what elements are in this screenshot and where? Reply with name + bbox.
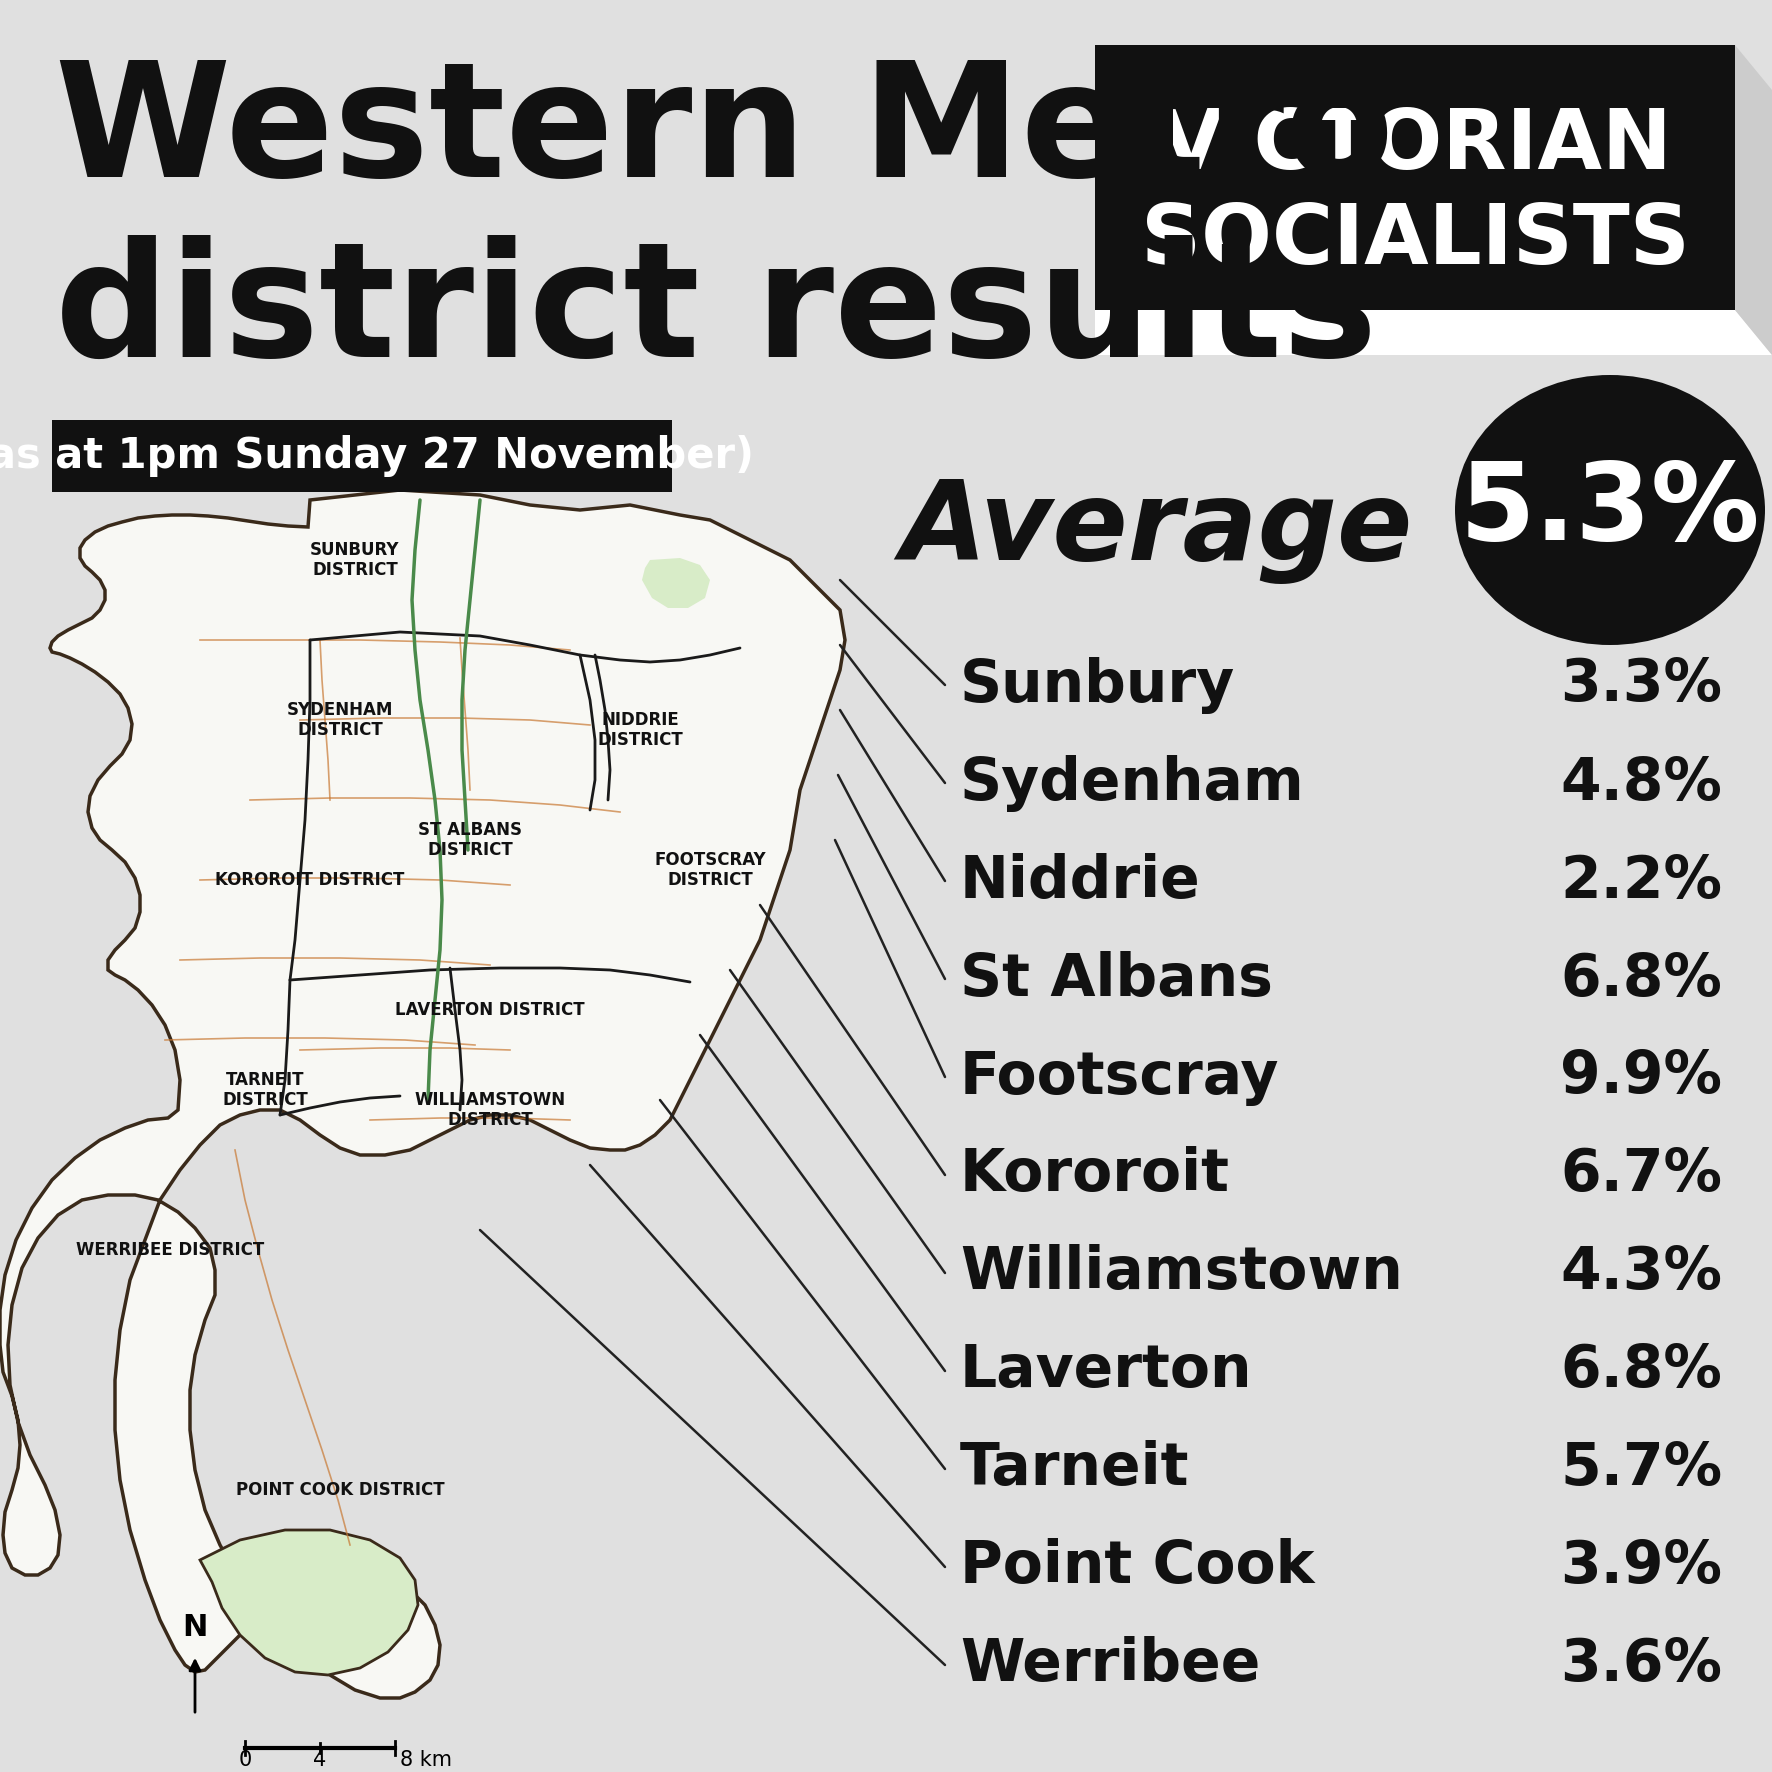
Text: Point Cook: Point Cook [960, 1538, 1315, 1595]
Text: Werribee: Werribee [960, 1637, 1260, 1694]
Text: Sunbury: Sunbury [960, 656, 1235, 714]
Text: 2.2%: 2.2% [1559, 852, 1722, 909]
FancyBboxPatch shape [51, 420, 672, 493]
Polygon shape [0, 491, 845, 1698]
Text: 4.8%: 4.8% [1559, 755, 1722, 812]
Text: (as at 1pm Sunday 27 November): (as at 1pm Sunday 27 November) [0, 434, 755, 477]
Text: WERRIBEE DISTRICT: WERRIBEE DISTRICT [76, 1240, 264, 1258]
Text: Niddrie: Niddrie [960, 852, 1201, 909]
Polygon shape [1095, 310, 1772, 354]
Text: St Albans: St Albans [960, 950, 1272, 1008]
Text: 9.9%: 9.9% [1559, 1049, 1722, 1106]
Text: Average: Average [900, 477, 1412, 583]
Text: Footscray: Footscray [960, 1049, 1279, 1106]
Text: Sydenham: Sydenham [960, 755, 1304, 812]
Text: NIDDRIE
DISTRICT: NIDDRIE DISTRICT [597, 711, 682, 750]
Text: 4: 4 [314, 1751, 326, 1770]
Text: TARNEIT
DISTRICT: TARNEIT DISTRICT [222, 1070, 308, 1109]
Text: KOROROIT DISTRICT: KOROROIT DISTRICT [216, 872, 404, 890]
Text: 5.7%: 5.7% [1559, 1441, 1722, 1497]
Text: 6.7%: 6.7% [1559, 1146, 1722, 1203]
Text: 6.8%: 6.8% [1559, 1343, 1722, 1400]
Polygon shape [1095, 44, 1735, 310]
Text: SOCIALISTS: SOCIALISTS [1141, 200, 1689, 280]
Text: district results: district results [55, 236, 1377, 390]
Text: Laverton: Laverton [960, 1343, 1253, 1400]
Text: Tarneit: Tarneit [960, 1441, 1189, 1497]
Text: 6.8%: 6.8% [1559, 950, 1722, 1008]
Text: LAVERTON DISTRICT: LAVERTON DISTRICT [395, 1001, 585, 1019]
Text: ST ALBANS
DISTRICT: ST ALBANS DISTRICT [418, 820, 523, 859]
Text: 4.3%: 4.3% [1559, 1244, 1722, 1301]
Polygon shape [1735, 44, 1772, 354]
Polygon shape [641, 558, 711, 608]
Text: 0: 0 [239, 1751, 252, 1770]
Text: 3.3%: 3.3% [1559, 656, 1722, 714]
Text: VICTORIAN: VICTORIAN [1159, 105, 1671, 186]
Text: Williamstown: Williamstown [960, 1244, 1403, 1301]
Text: Kororoit: Kororoit [960, 1146, 1230, 1203]
Text: SUNBURY
DISTRICT: SUNBURY DISTRICT [310, 540, 400, 579]
Text: FOOTSCRAY
DISTRICT: FOOTSCRAY DISTRICT [654, 851, 766, 890]
Text: WILLIAMSTOWN
DISTRICT: WILLIAMSTOWN DISTRICT [415, 1090, 565, 1129]
Text: 3.9%: 3.9% [1559, 1538, 1722, 1595]
Text: N: N [183, 1613, 207, 1643]
Text: POINT COOK DISTRICT: POINT COOK DISTRICT [236, 1481, 445, 1499]
Text: Western Metro: Western Metro [55, 55, 1395, 211]
Polygon shape [200, 1529, 418, 1675]
Text: 3.6%: 3.6% [1559, 1637, 1722, 1694]
Text: 5.3%: 5.3% [1460, 457, 1760, 563]
Text: SYDENHAM
DISTRICT: SYDENHAM DISTRICT [287, 700, 393, 739]
Text: 8 km: 8 km [400, 1751, 452, 1770]
Ellipse shape [1455, 376, 1765, 645]
